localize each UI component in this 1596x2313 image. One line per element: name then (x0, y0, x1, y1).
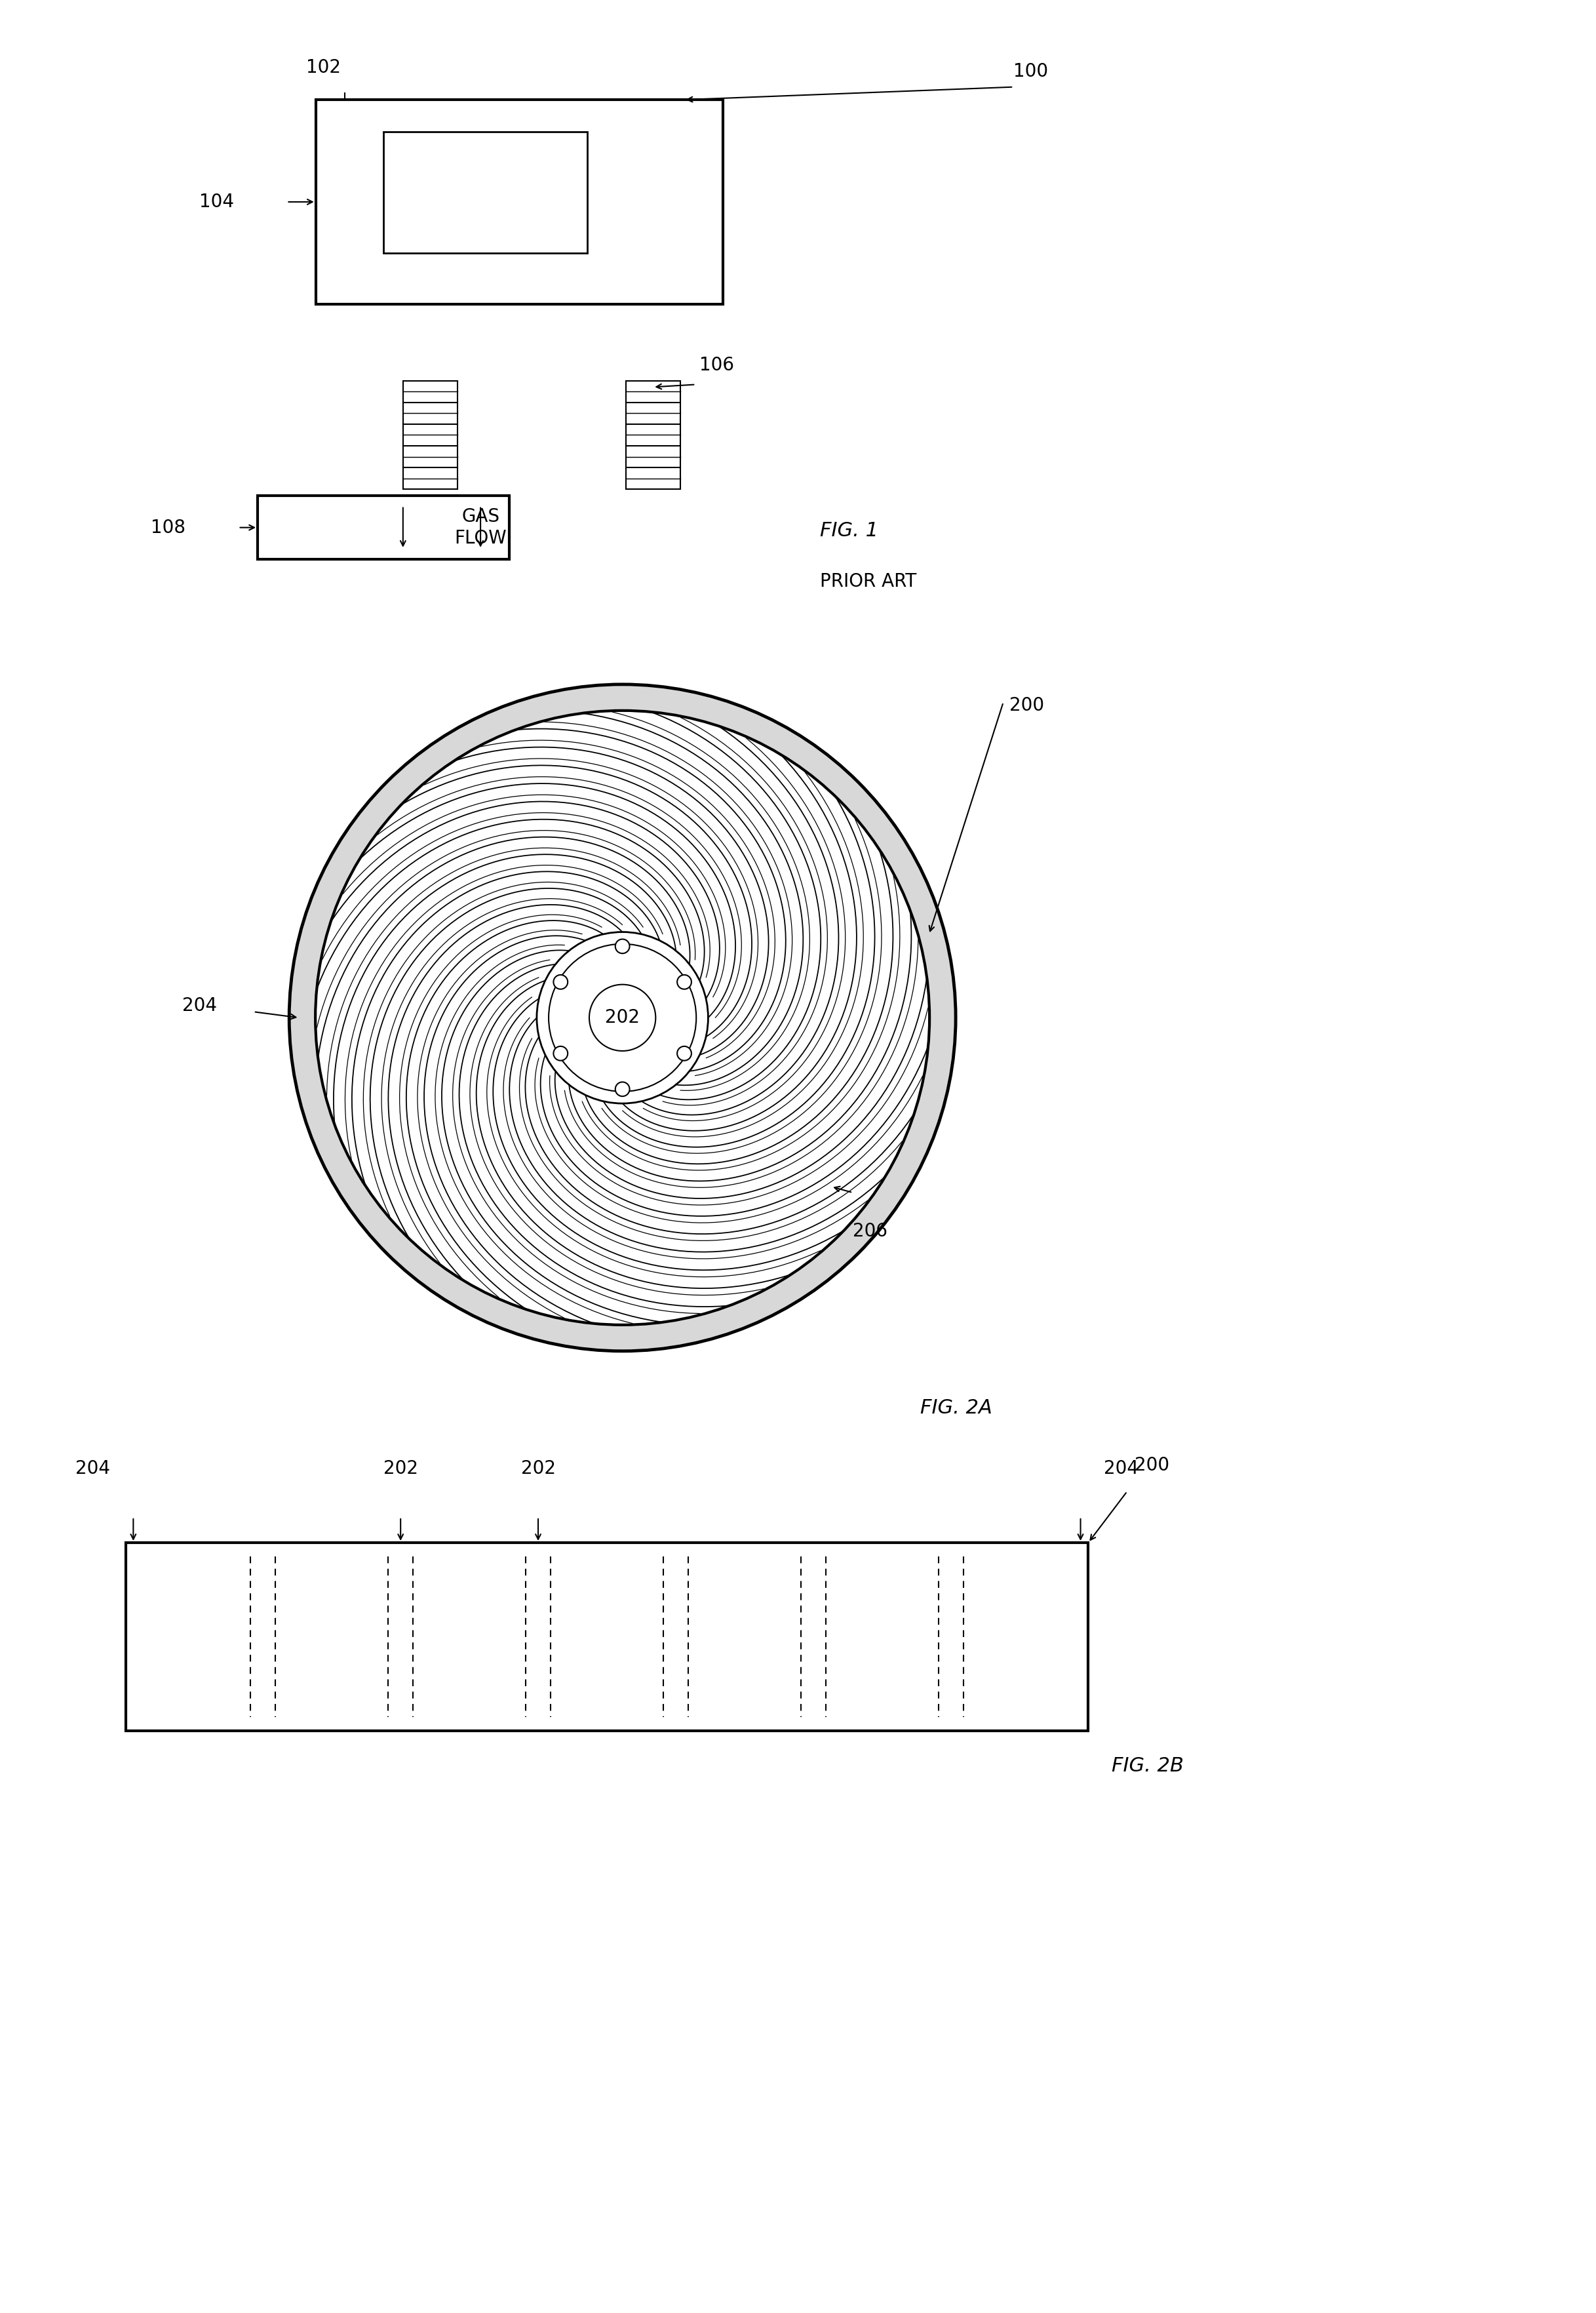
Text: 200: 200 (1135, 1455, 1170, 1473)
Circle shape (677, 974, 691, 990)
Bar (126, 1543, 1088, 1730)
Text: FIG. 2B: FIG. 2B (1111, 1756, 1184, 1776)
Circle shape (677, 1045, 691, 1062)
Circle shape (554, 974, 568, 990)
Circle shape (536, 932, 709, 1103)
Text: 204: 204 (182, 997, 217, 1015)
Circle shape (289, 685, 956, 1351)
Circle shape (554, 1045, 568, 1062)
Circle shape (616, 939, 629, 953)
Circle shape (616, 1082, 629, 1096)
Text: 200: 200 (1009, 696, 1044, 715)
Text: 100: 100 (1013, 62, 1049, 81)
Text: 202: 202 (605, 1008, 640, 1027)
Text: 204: 204 (1104, 1460, 1138, 1478)
Text: FIG. 2A: FIG. 2A (919, 1399, 993, 1418)
Text: 106: 106 (699, 356, 734, 375)
Text: 202: 202 (383, 1460, 418, 1478)
Text: 102: 102 (306, 58, 342, 76)
Text: 108: 108 (152, 518, 185, 537)
Text: 104: 104 (200, 192, 235, 210)
Text: FIG. 1: FIG. 1 (820, 520, 878, 541)
Bar (316, 99, 723, 303)
Circle shape (316, 710, 929, 1325)
Text: 206: 206 (852, 1221, 887, 1240)
Text: PRIOR ART: PRIOR ART (820, 571, 916, 590)
Text: GAS
FLOW: GAS FLOW (455, 509, 506, 548)
Bar (257, 495, 509, 560)
Text: 204: 204 (75, 1460, 110, 1478)
Bar (383, 132, 587, 252)
Text: 202: 202 (520, 1460, 555, 1478)
